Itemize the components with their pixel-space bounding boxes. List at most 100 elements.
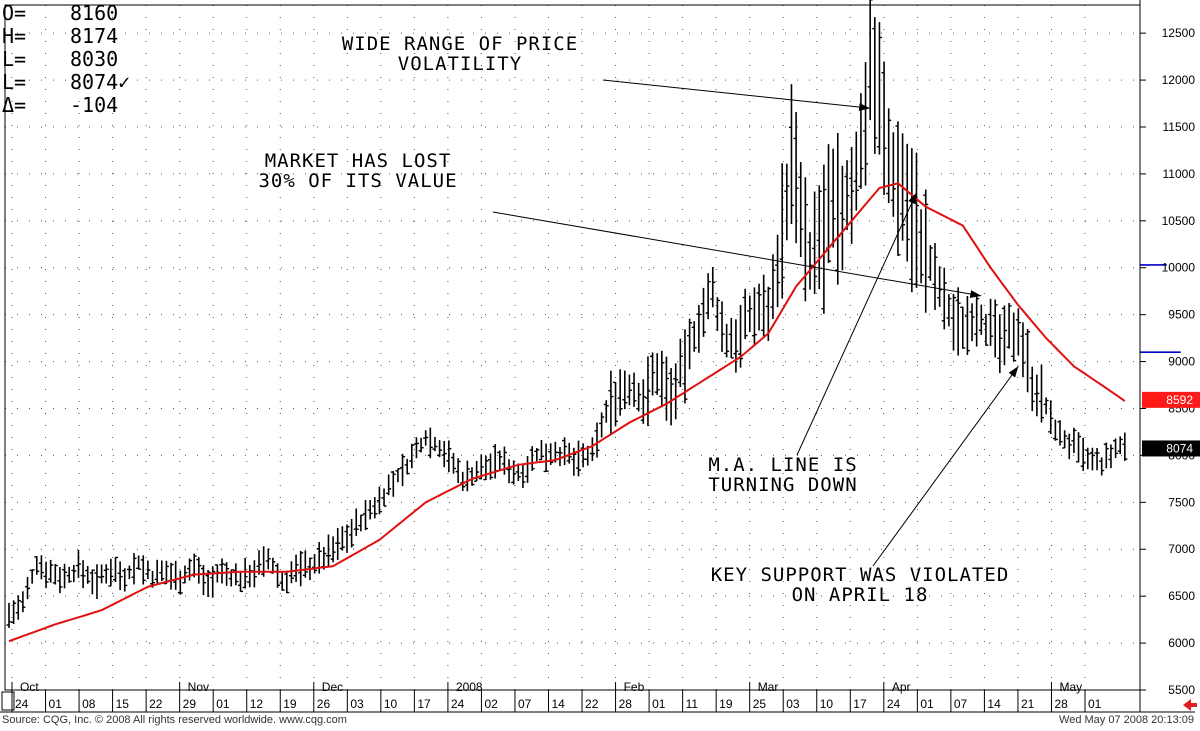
price-bar xyxy=(6,602,12,628)
price-bar xyxy=(927,245,933,281)
price-bar xyxy=(506,459,512,484)
x-tick-label: 01 xyxy=(216,697,230,711)
price-bar xyxy=(946,294,952,327)
ohlc-value: -104 xyxy=(70,93,118,117)
annotation-text: 30% OF ITS VALUE xyxy=(258,170,457,192)
price-bar xyxy=(779,163,785,299)
price-bar xyxy=(52,564,58,585)
price-bar xyxy=(918,209,924,284)
ohlc-key: L= xyxy=(2,47,26,71)
price-bar xyxy=(654,353,660,395)
x-tick-label: 21 xyxy=(1021,697,1035,711)
annotation-text: ON APRIL 18 xyxy=(792,584,929,606)
price-bar xyxy=(650,352,656,396)
price-bar xyxy=(66,566,72,583)
price-bar xyxy=(367,500,373,520)
x-tick-label: 12 xyxy=(250,697,264,711)
price-bar xyxy=(691,321,697,352)
price-bar xyxy=(15,595,21,620)
price-bar xyxy=(839,165,845,271)
moving-average xyxy=(8,182,1126,643)
price-bar xyxy=(1001,305,1007,366)
x-tick-label: 01 xyxy=(49,697,63,711)
x-tick-label: 19 xyxy=(719,697,733,711)
price-bar xyxy=(923,189,929,313)
price-bar xyxy=(747,295,753,333)
month-label: Oct xyxy=(20,680,39,694)
price-bar xyxy=(969,303,975,342)
price-bar xyxy=(25,577,31,600)
price-bar xyxy=(733,319,739,373)
x-tick-label: 08 xyxy=(82,697,96,711)
price-bar xyxy=(145,560,151,580)
x-tick-label: 29 xyxy=(183,697,197,711)
price-bar xyxy=(1117,436,1123,455)
price-bar xyxy=(233,563,239,586)
price-bar xyxy=(122,568,128,592)
price-bar xyxy=(404,458,410,475)
price-bar xyxy=(247,564,253,588)
price-bar xyxy=(876,22,882,155)
y-tick-label: 11000 xyxy=(1163,167,1196,181)
price-bar xyxy=(154,559,160,584)
price-bar xyxy=(71,564,77,583)
price-bar xyxy=(339,526,345,551)
annotation-text: KEY SUPPORT WAS VIOLATED xyxy=(711,564,1010,586)
x-tick-label: 28 xyxy=(619,697,633,711)
price-bar xyxy=(904,143,910,262)
arrow-head xyxy=(908,192,917,205)
price-bar xyxy=(955,287,961,356)
price-bar xyxy=(761,274,767,337)
price-bar xyxy=(1080,437,1086,471)
price-bar xyxy=(168,562,174,590)
price-bar xyxy=(974,293,980,347)
x-tick-label: 07 xyxy=(954,697,968,711)
x-tick-label: 14 xyxy=(552,697,566,711)
annotation-text: TURNING DOWN xyxy=(708,474,857,496)
price-bar xyxy=(525,456,531,483)
x-tick-label: 10 xyxy=(820,697,834,711)
price-bar xyxy=(48,559,54,583)
price-bar xyxy=(108,558,114,587)
arrow-head xyxy=(858,103,871,112)
arrow-head xyxy=(969,290,982,298)
price-bar xyxy=(298,550,304,587)
annotation-text: MARKET HAS LOST xyxy=(265,150,452,172)
price-bar xyxy=(1011,312,1017,362)
price-bar xyxy=(844,160,850,231)
x-tick-label: 01 xyxy=(652,697,666,711)
x-tick-label: 17 xyxy=(417,697,431,711)
price-bar xyxy=(543,443,549,473)
price-bar xyxy=(895,121,901,256)
price-bar xyxy=(159,560,165,582)
y-tick-label: 7500 xyxy=(1168,495,1195,509)
price-bar xyxy=(131,553,137,585)
x-tick-label: 26 xyxy=(317,697,331,711)
price-bar xyxy=(941,267,947,330)
price-bar xyxy=(1034,374,1040,417)
price-bar xyxy=(673,363,679,420)
support-lines xyxy=(1140,264,1181,353)
price-bar xyxy=(1029,366,1035,412)
price-bar xyxy=(242,557,248,589)
price-bar xyxy=(29,569,35,584)
price-bar xyxy=(594,422,600,458)
price-bar xyxy=(886,108,892,204)
price-bar xyxy=(1089,447,1095,471)
price-bar xyxy=(557,447,563,467)
price-bar xyxy=(1103,442,1109,469)
price-bars xyxy=(6,0,1128,628)
price-badge-bg xyxy=(1142,391,1200,408)
price-bar xyxy=(511,460,517,485)
price-bar xyxy=(932,242,938,311)
price-bar xyxy=(1062,430,1068,449)
price-bar xyxy=(751,287,757,346)
ohlc-value: 8030 xyxy=(70,47,118,71)
price-badge-label: 8074 xyxy=(1166,441,1193,455)
price-bar xyxy=(1122,432,1128,461)
month-label: Mar xyxy=(758,680,779,694)
price-bar xyxy=(488,453,494,480)
ohlc-key: H= xyxy=(2,24,26,48)
price-bar xyxy=(1108,444,1114,469)
